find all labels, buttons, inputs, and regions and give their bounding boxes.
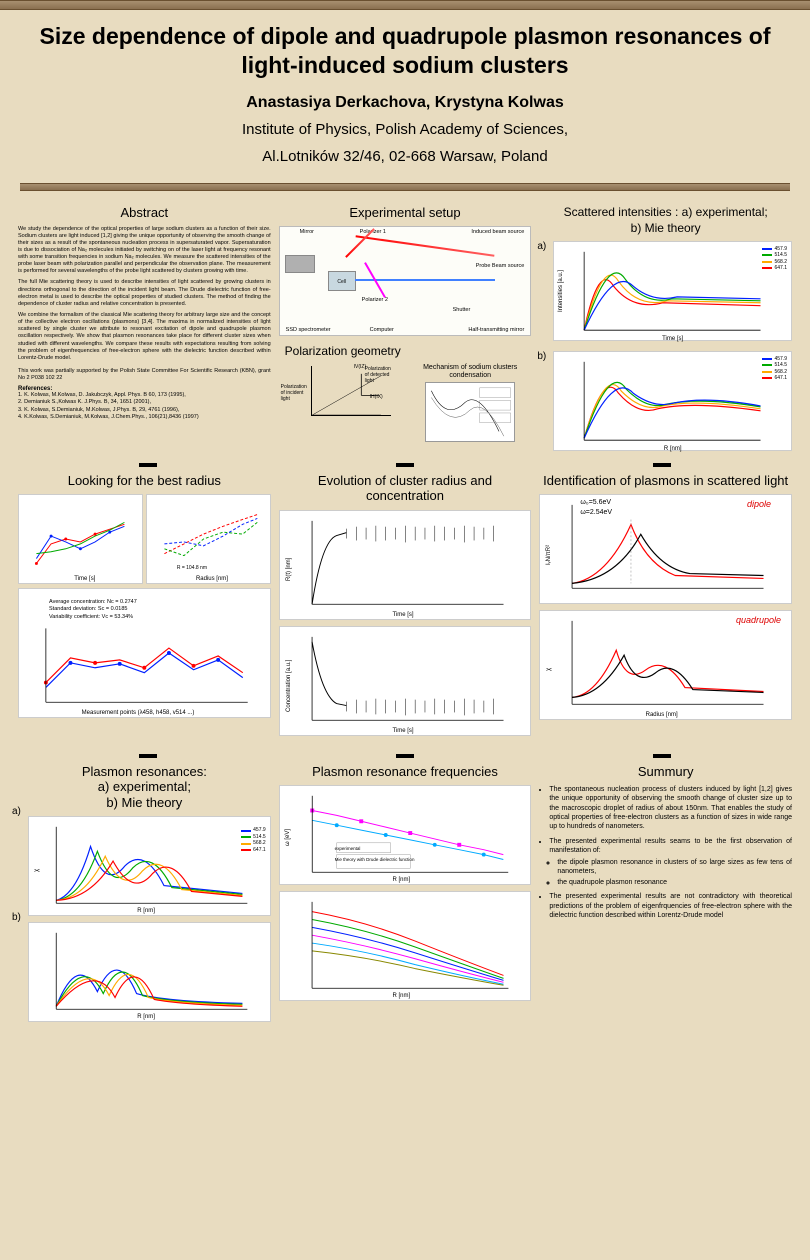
scattered-chart-a-wrap: a) 457.9 514.5 568.2 647.1 [539, 241, 792, 341]
plasmon-resonances-section: Plasmon resonances: a) experimental; b) … [18, 764, 271, 1029]
exp-setup-title: Experimental setup [279, 205, 532, 220]
pol-incident-label: Polarization of incident light [281, 384, 311, 402]
abstract-ack: This work was partially supported by the… [18, 368, 271, 382]
best-radius-section: Looking for the best radius Time [s] [18, 473, 271, 742]
abstract-p2: The full Mie scattering theory is used t… [18, 279, 271, 308]
pol-geom-diagram: Polarization of incident light IV(IZ) IH… [279, 364, 405, 424]
row-2: Looking for the best radius Time [s] [0, 467, 810, 748]
scattered-chart-b: 457.9 514.5 568.2 647.1 R [nm] [553, 351, 792, 451]
pol-geom-row: Polarization of incident light IV(IZ) IH… [279, 364, 532, 445]
scattered-intensities-section: Scattered intensities : a) experimental;… [539, 205, 792, 451]
divider-bar-1 [20, 183, 790, 191]
poster-title: Size dependence of dipole and quadrupole… [30, 22, 780, 80]
best-radius-title: Looking for the best radius [18, 473, 271, 488]
identification-section: Identification of plasmons in scattered … [539, 473, 792, 742]
affiliation-line2: Al.Lotników 32/46, 02-668 Warsaw, Poland [30, 147, 780, 167]
ssd-label: SSD spectrometer [286, 327, 331, 333]
plasmon-res-chart-b: R [nm] [28, 922, 271, 1022]
summary-section: Summury The spontaneous nucleation proce… [539, 764, 792, 1029]
concentration-vs-time-chart: Concentration [a.u.] Time [s] [279, 626, 532, 736]
computer-label: Computer [370, 327, 394, 333]
plasmon-res-title: Plasmon resonances: a) experimental; b) … [18, 764, 271, 811]
experimental-setup-section: Experimental setup Mirror Polarizer 1 In… [279, 205, 532, 451]
abstract-p3: We combine the formalism of the classica… [18, 312, 271, 362]
summary-text: The spontaneous nucleation process of cl… [539, 785, 792, 921]
radius-vs-time-chart: R(t) [nm] Time [s] [279, 510, 532, 620]
xlabel-r: R [nm] [664, 446, 682, 452]
cell-box: Cell [328, 271, 356, 291]
summary-bullet-1: The spontaneous nucleation process of cl… [549, 785, 792, 832]
exp-setup-diagram: Mirror Polarizer 1 Induced beam source P… [279, 226, 532, 336]
scattered-chart-b-wrap: b) 457.9 514.5 568.2 647.1 [539, 351, 792, 451]
summary-bullet-3: The presented experimental results are n… [549, 892, 792, 920]
plasmon-freq-chart-top: experimental Mie theory with Drude diele… [279, 785, 532, 885]
abstract-title: Abstract [18, 205, 271, 220]
plasmon-res-a-wrap: a) 457.9 514.5 568.2 647.1 [18, 816, 271, 916]
pol-detected-label: Polarization of detected light [365, 366, 395, 384]
summary-sub-1: the dipole plasmon resonance in clusters… [557, 858, 792, 877]
shutter-label: Shutter [453, 307, 471, 313]
mechanism-block: Mechanism of sodium clusters condensatio… [409, 364, 531, 445]
summary-bullet-2: The presented experimental results seams… [549, 837, 792, 887]
row-3: Plasmon resonances: a) experimental; b) … [0, 758, 810, 1035]
mechanism-title: Mechanism of sodium clusters condensatio… [409, 364, 531, 381]
plasmon-freq-title: Plasmon resonance frequencies [279, 764, 532, 779]
scattered-title-a: Scattered intensities : a) experimental; [539, 205, 792, 219]
scattered-chart-a: 457.9 514.5 568.2 647.1 Time [s] Intensi… [553, 241, 792, 341]
top-border-bar [0, 0, 810, 10]
header: Size dependence of dipole and quadrupole… [0, 10, 810, 175]
identification-title: Identification of plasmons in scattered … [539, 473, 792, 489]
pol-geom-title: Polarization geometry [279, 344, 532, 358]
plasmon-frequencies-section: Plasmon resonance frequencies experiment… [279, 764, 532, 1029]
probe-beam-label: Probe Beam source [476, 263, 525, 269]
ref-3: 3. K. Kolwas, S.Demianiuk, M.Kolwas, J.P… [18, 407, 271, 414]
radius-time-chart: Time [s] [18, 494, 143, 584]
evolution-section: Evolution of cluster radius and concentr… [279, 473, 532, 742]
scattered-title-b: b) Mie theory [539, 221, 792, 235]
affiliation-line1: Institute of Physics, Polish Academy of … [30, 120, 780, 140]
plasmon-res-b-wrap: b) R [nm] [18, 922, 271, 1022]
plasmon-freq-chart-bottom: R [nm] [279, 891, 532, 1001]
mechanism-diagram [425, 382, 515, 442]
evolution-title: Evolution of cluster radius and concentr… [279, 473, 532, 504]
mirror-label: Mirror [300, 229, 314, 235]
optics-blocks [285, 255, 330, 315]
plasmon-label-b: b) [12, 912, 21, 923]
ih-label: IH(IX) [370, 394, 383, 400]
abstract-section: Abstract We study the dependence of the … [18, 205, 271, 451]
stats-box: Average concentration: Nc = 0.2747 Stand… [49, 599, 137, 622]
dipole-chart: dipole ω₀=5.6eV ω=2.54eV IᵥN/πR² [539, 494, 792, 604]
ylabel-intensities: Intensities [a.u.] [558, 269, 564, 311]
scattered-legend-a: 457.9 514.5 568.2 647.1 [762, 246, 787, 272]
induced-beam-label: Induced beam source [471, 229, 524, 235]
ref-4: 4. K.Kolwas, S.Demianiuk, M.Kolwas, J.Ch… [18, 414, 271, 421]
plasmon-label-a: a) [12, 806, 21, 817]
plasmon-res-chart-a: 457.9 514.5 568.2 647.1 R [nm] χ [28, 816, 271, 916]
label-a: a) [537, 241, 546, 252]
quadrupole-chart: quadrupole χ Radius [nm] [539, 610, 792, 720]
label-b: b) [537, 351, 546, 362]
ref-1: 1. K. Kolwas, M.Kolwas, D. Jakubczyk, Ap… [18, 392, 271, 399]
summary-title: Summury [539, 764, 792, 779]
row-1: Abstract We study the dependence of the … [0, 199, 810, 457]
xlabel-time: Time [s] [662, 336, 683, 342]
abstract-p1: We study the dependence of the optical p… [18, 226, 271, 276]
radius-bottom-chart: Average concentration: Nc = 0.2747 Stand… [18, 588, 271, 718]
scattered-legend-b: 457.9 514.5 568.2 647.1 [762, 356, 787, 382]
plasmon-legend-a: 457.9 514.5 568.2 647.1 [241, 827, 266, 853]
ref-2: 2. Demianiuk S.,Kolwas K. J.Phys. B, 34,… [18, 399, 271, 406]
authors: Anastasiya Derkachova, Krystyna Kolwas [30, 94, 780, 112]
best-radius-top-charts: Time [s] Radius [nm] R = 104.8 nm [18, 494, 271, 584]
half-mirror-label: Half-transmitting mirror [468, 327, 524, 333]
summary-sub-2: the quadrupole plasmon resonance [557, 878, 792, 887]
radius-radius-chart: Radius [nm] R = 104.8 nm [146, 494, 271, 584]
leg-647: 647.1 [774, 265, 787, 272]
